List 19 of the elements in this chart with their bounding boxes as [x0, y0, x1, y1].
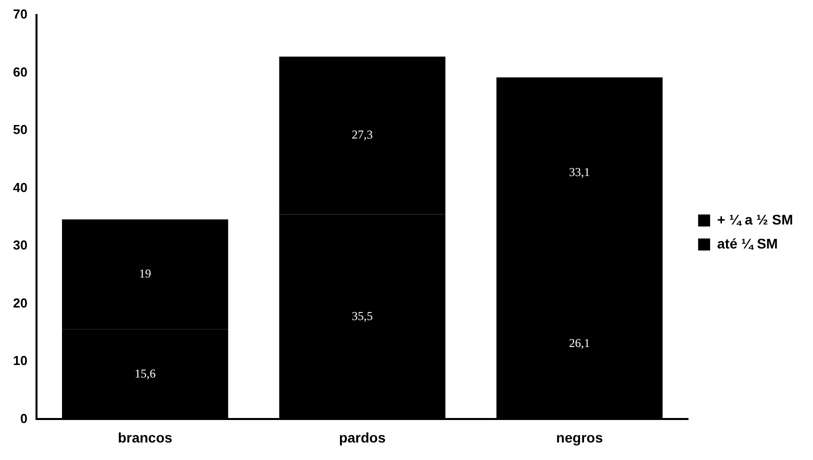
- y-tick-label: 40: [12, 180, 28, 195]
- y-tick-label: 50: [12, 122, 28, 138]
- x-tick-label: pardos: [338, 429, 386, 446]
- x-tick-label: brancos: [118, 429, 173, 446]
- data-label: 33,1: [569, 165, 590, 180]
- data-label: 19: [139, 266, 152, 280]
- data-label: 27,3: [352, 128, 373, 142]
- legend-label: até ¼ SM: [717, 235, 778, 252]
- y-tick-label: 70: [12, 6, 28, 22]
- x-tick-label: negros: [556, 429, 604, 446]
- data-label: 35,5: [352, 308, 373, 323]
- y-tick-label: 60: [12, 64, 28, 80]
- y-tick-label: 30: [12, 238, 28, 253]
- y-tick-label: 0: [20, 410, 28, 426]
- y-tick-label: 10: [12, 353, 28, 368]
- data-label: 26,1: [569, 336, 590, 350]
- y-tick-label: 20: [12, 295, 28, 310]
- data-label: 15,6: [134, 366, 156, 380]
- legend-label: + ¼ a ½ SM: [717, 211, 794, 228]
